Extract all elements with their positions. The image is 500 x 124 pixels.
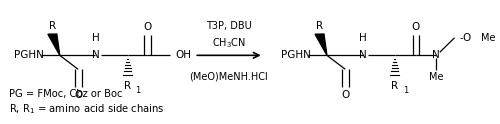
Text: -O: -O xyxy=(459,33,471,43)
Text: R: R xyxy=(124,81,131,91)
Text: OH: OH xyxy=(176,50,192,60)
Text: H: H xyxy=(358,33,366,43)
Text: O: O xyxy=(341,90,349,100)
Text: R: R xyxy=(49,21,56,31)
Text: O: O xyxy=(74,90,82,100)
Text: 1: 1 xyxy=(402,86,408,95)
Text: PGHN: PGHN xyxy=(281,50,311,60)
Text: PG = FMoc, Cbz or Boc: PG = FMoc, Cbz or Boc xyxy=(9,89,122,99)
Polygon shape xyxy=(48,34,60,55)
Text: R, R$_1$ = amino acid side chains: R, R$_1$ = amino acid side chains xyxy=(9,102,164,116)
Text: R: R xyxy=(391,81,398,91)
Text: H: H xyxy=(92,33,100,43)
Polygon shape xyxy=(315,34,327,55)
Text: R: R xyxy=(316,21,323,31)
Text: Me: Me xyxy=(481,33,496,43)
Text: 1: 1 xyxy=(136,86,140,95)
Text: O: O xyxy=(143,22,152,32)
Text: N: N xyxy=(92,50,100,60)
Text: PGHN: PGHN xyxy=(14,50,44,60)
Text: (MeO)MeNH.HCl: (MeO)MeNH.HCl xyxy=(190,72,268,82)
Text: N: N xyxy=(432,50,440,60)
Text: N: N xyxy=(358,50,366,60)
Text: T3P, DBU: T3P, DBU xyxy=(206,21,252,31)
Text: CH$_3$CN: CH$_3$CN xyxy=(212,36,246,50)
Text: O: O xyxy=(412,22,420,32)
Text: Me: Me xyxy=(428,72,443,82)
